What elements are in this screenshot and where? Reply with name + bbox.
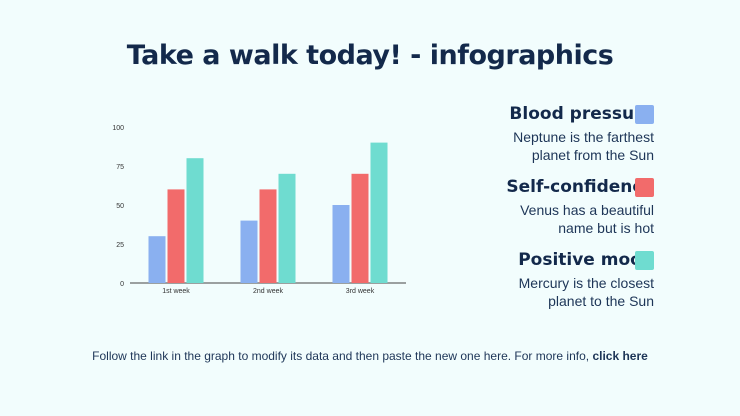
legend-desc-line: planet from the Sun bbox=[531, 147, 654, 163]
footer-text: Follow the link in the graph to modify i… bbox=[92, 349, 593, 363]
bar-blood-pressure bbox=[332, 205, 350, 283]
legend-title: Blood pressure bbox=[509, 104, 654, 124]
legend-description: Venus has a beautiful name but is hot bbox=[414, 201, 654, 237]
footer-note: Follow the link in the graph to modify i… bbox=[0, 349, 740, 363]
bar-positive-mood bbox=[370, 142, 388, 283]
page-title: Take a walk today! - infographics bbox=[126, 40, 614, 71]
legend-desc-line: name but is hot bbox=[558, 220, 654, 236]
legend-desc-line: Mercury is the closest bbox=[518, 275, 654, 291]
bar-blood-pressure bbox=[148, 236, 166, 283]
y-tick-label: 25 bbox=[116, 242, 124, 249]
legend-description: Neptune is the farthest planet from the … bbox=[414, 128, 654, 164]
legend-item-self-confidence: Self-confidence Venus has a beautiful na… bbox=[414, 177, 654, 237]
bar-blood-pressure bbox=[240, 220, 258, 283]
legend-title: Positive mood bbox=[518, 250, 654, 270]
legend-description: Mercury is the closest planet to the Sun bbox=[414, 274, 654, 310]
y-tick-label: 50 bbox=[116, 203, 124, 210]
bar-self-confidence bbox=[167, 189, 185, 283]
y-tick-label: 75 bbox=[116, 164, 124, 171]
legend-swatch-positive-mood bbox=[635, 251, 654, 270]
legend-swatch-blood-pressure bbox=[635, 105, 654, 124]
legend-title: Self-confidence bbox=[506, 177, 654, 197]
bar-chart[interactable]: 0 25 50 75 100 1st week 2nd week 3rd week bbox=[108, 118, 418, 303]
legend-item-positive-mood: Positive mood Mercury is the closest pla… bbox=[414, 250, 654, 310]
y-tick-label: 0 bbox=[120, 281, 124, 288]
bar-positive-mood bbox=[186, 158, 204, 283]
bar-positive-mood bbox=[278, 173, 296, 283]
legend-desc-line: Venus has a beautiful bbox=[520, 202, 654, 218]
bar-self-confidence bbox=[351, 173, 369, 283]
legend-desc-line: planet to the Sun bbox=[548, 293, 654, 309]
bar-self-confidence bbox=[259, 189, 277, 283]
legend-swatch-self-confidence bbox=[635, 178, 654, 197]
x-tick-label: 2nd week bbox=[253, 288, 283, 295]
click-here-link[interactable]: click here bbox=[592, 349, 648, 363]
legend-desc-line: Neptune is the farthest bbox=[513, 129, 654, 145]
legend-item-blood-pressure: Blood pressure Neptune is the farthest p… bbox=[414, 104, 654, 164]
y-tick-label: 100 bbox=[112, 125, 124, 132]
x-tick-label: 1st week bbox=[162, 288, 190, 295]
x-tick-label: 3rd week bbox=[346, 288, 375, 295]
